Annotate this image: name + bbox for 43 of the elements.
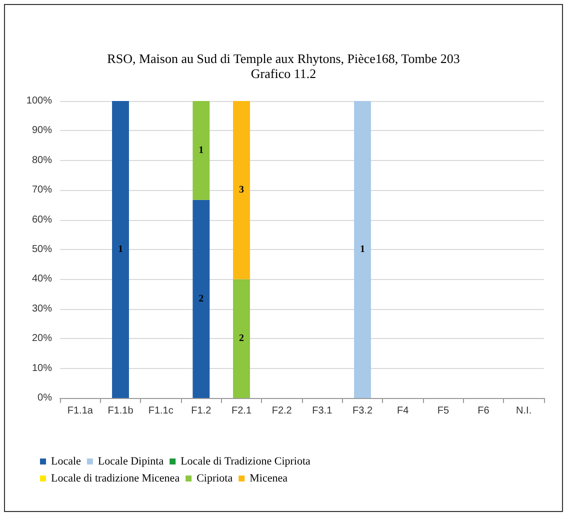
- x-tick-label: F2.2: [272, 406, 292, 416]
- legend-label: Locale: [51, 456, 82, 468]
- legend-label: Micenea: [250, 472, 288, 484]
- chart-title: RSO, Maison au Sud di Temple aux Rhytons, Pièce168, Tombe 203: [107, 51, 460, 66]
- y-tick-label: 20%: [32, 333, 52, 344]
- y-tick-label: 90%: [32, 125, 52, 136]
- y-tick-label: 40%: [32, 274, 52, 285]
- chart-subtitle: Grafico 11.2: [250, 66, 316, 81]
- y-tick-label: 10%: [32, 362, 52, 374]
- y-tick-label: 30%: [32, 303, 52, 314]
- x-tick-label: F2.1: [231, 406, 252, 416]
- annotation: 1: [360, 244, 365, 255]
- legend-label: Cipriota: [196, 472, 233, 484]
- y-tick-label: 80%: [32, 154, 52, 166]
- bar: [233, 101, 250, 280]
- x-tick-label: F1.1b: [108, 406, 134, 416]
- x-tick-label: F1.1a: [67, 406, 94, 416]
- x-tick-label: F1.2: [191, 406, 212, 416]
- legend-label: Locale di tradizione Micenea: [51, 472, 180, 484]
- x-tick-label: F3.1: [312, 406, 333, 416]
- y-tick-label: 70%: [32, 184, 52, 196]
- annotation: 2: [198, 293, 204, 304]
- bar: [233, 279, 250, 398]
- legend-label: Locale Dipinta: [98, 456, 164, 468]
- y-tick-label: 100%: [26, 96, 52, 106]
- x-tick-label: F5: [437, 406, 450, 416]
- annotation: 1: [118, 244, 123, 255]
- y-tick-label: 0%: [38, 392, 52, 404]
- legend-label: Locale di Tradizione Cipriota: [180, 456, 311, 468]
- x-tick-label: F4: [396, 406, 410, 416]
- annotation: 3: [239, 184, 244, 196]
- x-tick-label: F6: [478, 406, 490, 416]
- annotation: 2: [239, 333, 244, 344]
- annotation: 1: [198, 144, 204, 156]
- bar: [112, 101, 129, 398]
- bar: [354, 101, 371, 398]
- x-tick-label: N.I.: [516, 406, 532, 416]
- y-tick-label: 50%: [32, 244, 52, 255]
- x-tick-label: F1.1c: [148, 406, 174, 416]
- bar: [192, 101, 210, 200]
- x-tick-label: F3.2: [352, 406, 373, 416]
- y-tick-label: 60%: [32, 214, 52, 226]
- bar: [192, 200, 210, 398]
